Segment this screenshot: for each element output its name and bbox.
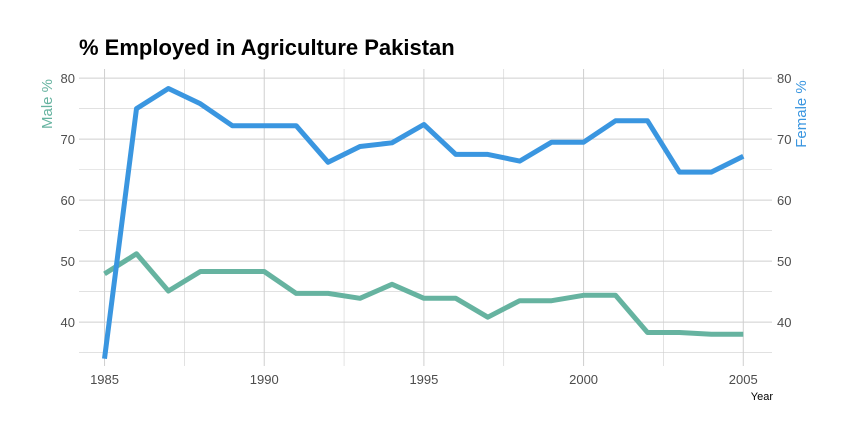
y-tick-label-right: 40 [777, 315, 791, 330]
x-tick-label: 1990 [250, 372, 279, 387]
series-line-female [102, 86, 745, 360]
y-tick-label-left: 60 [61, 193, 75, 208]
y-tick-label-left: 40 [61, 315, 75, 330]
tick-labels: 40 40 50 50 60 60 70 70 80 80 1985 1990 1995 2000 2005 [61, 71, 792, 387]
y-axis-label-right: Female % [793, 80, 810, 148]
x-tick-label: 1995 [409, 372, 438, 387]
grid-lines [79, 69, 772, 366]
series-lines [102, 86, 745, 360]
x-axis-label: Year [751, 391, 774, 403]
y-tick-label-right: 60 [777, 193, 791, 208]
y-tick-label-left: 80 [61, 71, 75, 86]
y-tick-label-right: 50 [777, 254, 791, 269]
x-tick-label: 2000 [569, 372, 598, 387]
y-tick-label-right: 70 [777, 132, 791, 147]
y-tick-label-left: 50 [61, 254, 75, 269]
x-tick-label: 1985 [90, 372, 119, 387]
x-tick-label: 2005 [729, 372, 758, 387]
y-axis-label-left: Male % [39, 79, 56, 129]
y-tick-label-right: 80 [777, 71, 791, 86]
chart-title: % Employed in Agriculture Pakistan [79, 35, 455, 60]
series-line-male [103, 251, 744, 337]
y-tick-label-left: 70 [61, 132, 75, 147]
